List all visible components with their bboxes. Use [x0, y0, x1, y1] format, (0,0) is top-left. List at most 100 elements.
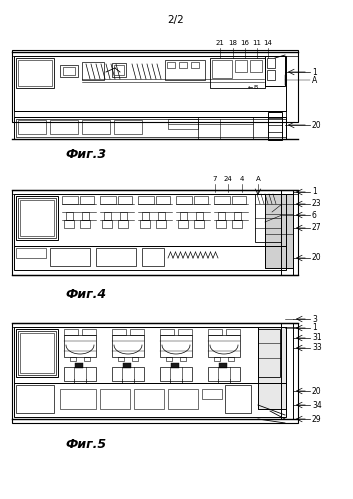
Bar: [14, 194, 286, 246]
Bar: [265, 56, 285, 86]
Bar: [267, 58, 275, 68]
Bar: [218, 212, 225, 220]
Bar: [64, 329, 78, 335]
Bar: [60, 389, 96, 409]
Bar: [179, 62, 187, 68]
Bar: [16, 119, 286, 137]
Bar: [168, 119, 198, 129]
Text: $\leftarrow$B: $\leftarrow$B: [246, 83, 259, 91]
Text: 1: 1: [312, 323, 317, 332]
Bar: [214, 357, 220, 361]
Text: 20: 20: [312, 253, 322, 262]
Bar: [114, 120, 142, 134]
Bar: [268, 112, 282, 140]
Bar: [178, 329, 192, 335]
Bar: [258, 327, 286, 409]
Bar: [20, 333, 54, 373]
Bar: [12, 323, 298, 423]
Bar: [166, 357, 172, 361]
Bar: [216, 220, 226, 228]
Text: 20: 20: [312, 120, 322, 130]
Bar: [118, 196, 132, 204]
Bar: [191, 62, 199, 68]
Text: 21: 21: [216, 40, 225, 46]
Bar: [165, 60, 205, 80]
Bar: [208, 367, 240, 381]
Bar: [267, 70, 275, 80]
Bar: [84, 357, 90, 361]
Bar: [16, 385, 54, 413]
Bar: [208, 329, 222, 335]
Bar: [63, 67, 75, 75]
Bar: [132, 357, 138, 361]
Bar: [210, 58, 265, 88]
Bar: [112, 335, 144, 357]
Text: 23: 23: [312, 200, 322, 209]
Bar: [112, 63, 126, 77]
Bar: [156, 220, 166, 228]
Bar: [178, 220, 188, 228]
Text: 14: 14: [264, 40, 273, 46]
Bar: [14, 246, 286, 270]
Text: A: A: [256, 176, 261, 182]
Bar: [14, 56, 286, 111]
Bar: [235, 60, 247, 72]
Bar: [219, 363, 227, 368]
Bar: [214, 196, 230, 204]
Bar: [281, 190, 293, 275]
Bar: [16, 196, 58, 240]
Bar: [118, 357, 124, 361]
Bar: [232, 196, 246, 204]
Bar: [160, 367, 192, 381]
Bar: [281, 323, 293, 419]
Bar: [194, 220, 204, 228]
Bar: [12, 190, 298, 275]
Text: 18: 18: [228, 40, 238, 46]
Bar: [100, 196, 116, 204]
Bar: [208, 335, 240, 357]
Bar: [60, 65, 78, 77]
Text: 20: 20: [312, 387, 322, 396]
Bar: [18, 331, 56, 375]
Text: 4: 4: [240, 176, 244, 182]
Text: 34: 34: [312, 401, 322, 410]
Bar: [226, 329, 240, 335]
Bar: [96, 248, 136, 266]
Bar: [70, 357, 76, 361]
Bar: [14, 117, 286, 139]
Bar: [50, 120, 78, 134]
Bar: [212, 60, 232, 78]
Bar: [20, 200, 54, 236]
Bar: [16, 329, 58, 377]
Bar: [232, 220, 242, 228]
Bar: [50, 248, 90, 266]
Bar: [265, 194, 293, 268]
Bar: [123, 363, 131, 368]
Bar: [142, 248, 164, 266]
Bar: [265, 194, 293, 268]
Text: Фиг.3: Фиг.3: [65, 149, 106, 162]
Bar: [160, 335, 192, 357]
Bar: [202, 389, 222, 399]
Bar: [12, 50, 298, 122]
Bar: [250, 60, 262, 72]
Bar: [82, 212, 89, 220]
Text: 33: 33: [312, 343, 322, 352]
Text: Фиг.5: Фиг.5: [65, 439, 106, 452]
Bar: [14, 327, 286, 383]
Bar: [180, 357, 186, 361]
Text: 27: 27: [312, 224, 322, 233]
Bar: [64, 335, 96, 357]
Text: 7: 7: [213, 176, 217, 182]
Bar: [112, 367, 144, 381]
Bar: [80, 220, 90, 228]
Bar: [255, 194, 281, 242]
Bar: [114, 65, 124, 75]
Bar: [112, 329, 126, 335]
Bar: [66, 212, 73, 220]
Bar: [168, 389, 198, 409]
Bar: [18, 120, 46, 134]
Bar: [134, 389, 164, 409]
Bar: [75, 363, 83, 368]
Bar: [18, 60, 52, 86]
